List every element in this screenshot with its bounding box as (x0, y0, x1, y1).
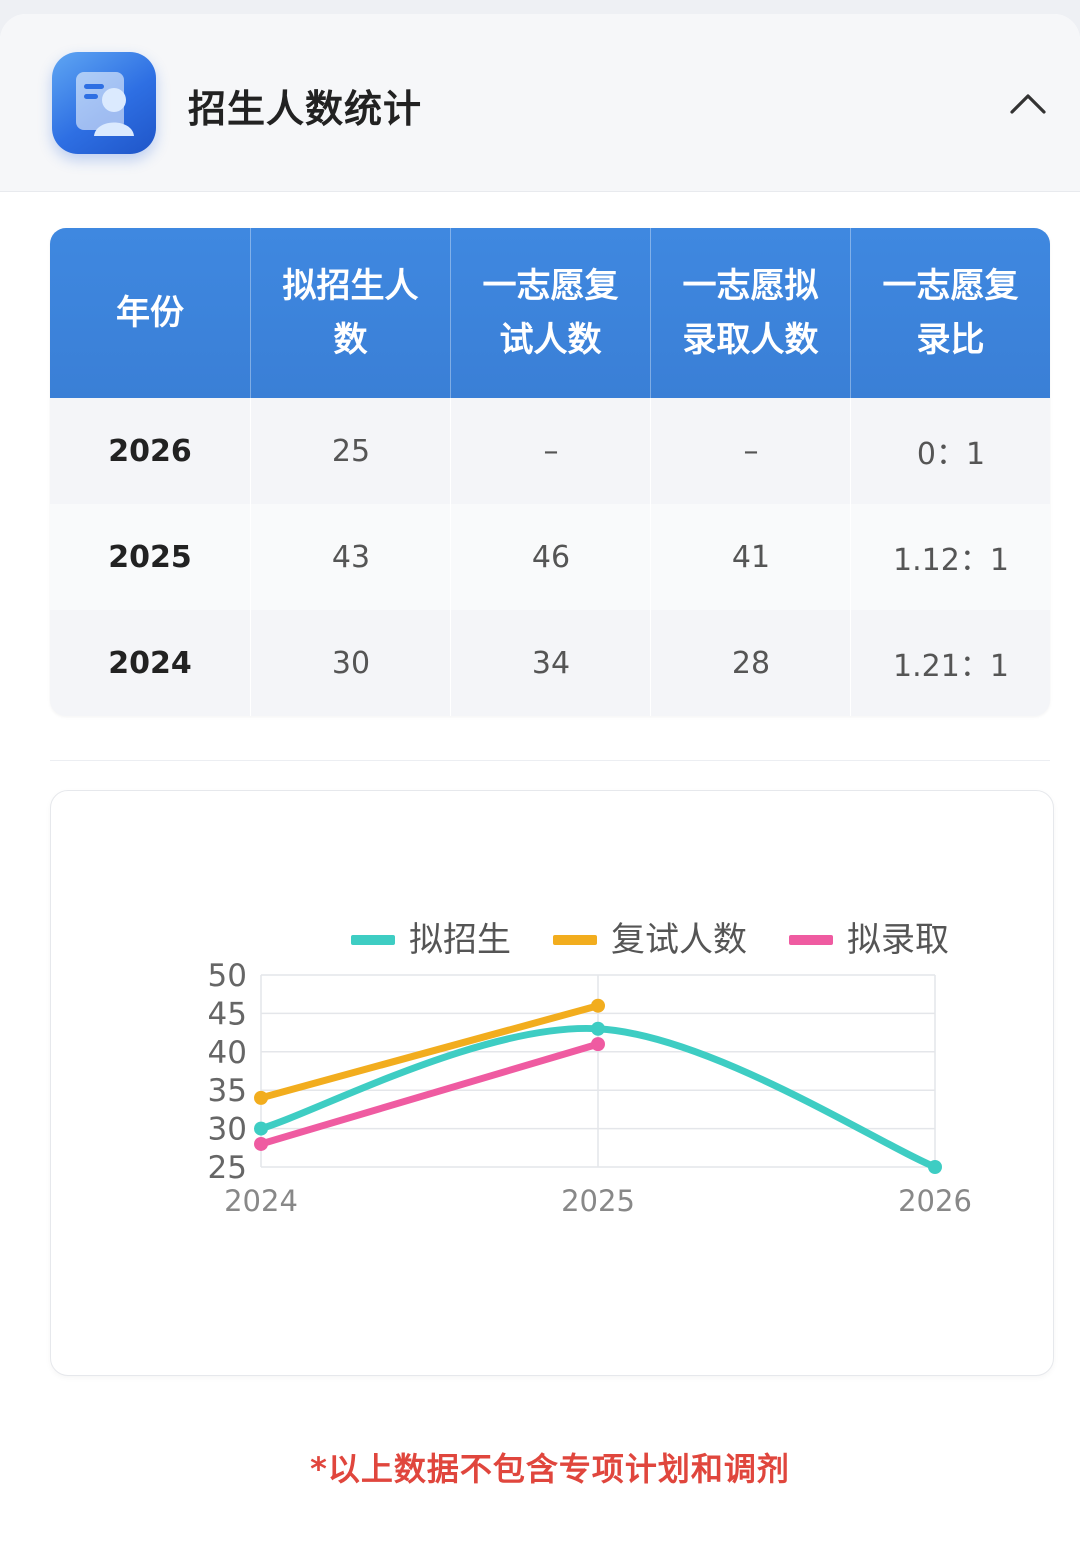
column-header-year: 年份 (116, 293, 184, 333)
x-tick-label: 2025 (561, 1184, 635, 1218)
cell-ratio: 1.12：1 (850, 504, 1050, 610)
cell-ratio: 0：1 (850, 398, 1050, 504)
cell-retest: – (450, 398, 651, 504)
chevron-up-icon[interactable] (1006, 90, 1050, 116)
cell-admitted: – (650, 398, 851, 504)
column-header-planned: 拟招生人数 (250, 228, 450, 398)
table-header: 年份 拟招生人数 一志愿复试人数 一志愿拟录取人数 一志愿复录比 (50, 228, 1050, 398)
series-line (257, 1040, 602, 1148)
data-point (254, 1136, 268, 1151)
card-header[interactable]: 招生人数统计 (0, 14, 1080, 192)
data-point (591, 1037, 605, 1052)
table-row: 2024 30 34 28 1.21：1 (50, 610, 1050, 716)
cell-admitted: 28 (650, 610, 851, 716)
table-row: 2026 25 – – 0：1 (50, 398, 1050, 504)
y-tick-label: 40 (208, 1035, 247, 1071)
chart-card: 50 45 40 35 30 25 2024 2025 2026 拟招生 复试人数 拟录取 (50, 790, 1054, 1376)
cell-year: 2025 (108, 539, 192, 575)
cell-year: 2024 (108, 645, 192, 681)
y-tick-label: 45 (208, 996, 247, 1032)
cell-year: 2026 (108, 433, 192, 469)
column-header-admitted: 一志愿拟录取人数 (650, 228, 850, 398)
cell-planned: 25 (250, 398, 451, 504)
legend-swatch (553, 935, 597, 945)
y-tick-label: 30 (208, 1112, 247, 1148)
legend-label: 拟招生 (409, 920, 511, 960)
data-point (254, 1121, 268, 1136)
table-row: 2025 43 46 41 1.12：1 (50, 504, 1050, 610)
page-title: 招生人数统计 (188, 87, 423, 131)
data-point (928, 1160, 942, 1174)
column-header-ratio: 一志愿复录比 (850, 228, 1050, 398)
section-divider (50, 760, 1050, 761)
footnote: *以上数据不包含专项计划和调剂 (310, 1450, 790, 1488)
data-point (591, 1021, 605, 1036)
admission-stats-card: 招生人数统计 年份 拟招生人数 一志愿复试人数 一志愿拟录取人数 一志愿复录比 … (0, 14, 1080, 1560)
cell-admitted: 41 (650, 504, 851, 610)
legend-label: 复试人数 (611, 920, 747, 960)
y-tick-label: 35 (208, 1073, 247, 1109)
cell-retest: 46 (450, 504, 651, 610)
cell-ratio: 1.21：1 (850, 610, 1050, 716)
y-tick-label: 25 (208, 1150, 247, 1186)
data-point (591, 998, 605, 1013)
cell-planned: 30 (250, 610, 451, 716)
legend-swatch (351, 935, 395, 945)
admission-table: 年份 拟招生人数 一志愿复试人数 一志愿拟录取人数 一志愿复录比 2026 25… (50, 228, 1050, 716)
data-point (254, 1090, 268, 1105)
admission-stats-icon (52, 52, 156, 154)
x-tick-label: 2024 (224, 1184, 298, 1218)
cell-retest: 34 (450, 610, 651, 716)
cell-planned: 43 (250, 504, 451, 610)
series-line (257, 1002, 602, 1102)
legend-label: 拟录取 (847, 920, 949, 960)
x-tick-label: 2026 (898, 1184, 972, 1218)
legend-swatch (789, 935, 833, 945)
column-header-retest: 一志愿复试人数 (450, 228, 650, 398)
y-tick-label: 50 (208, 958, 247, 994)
